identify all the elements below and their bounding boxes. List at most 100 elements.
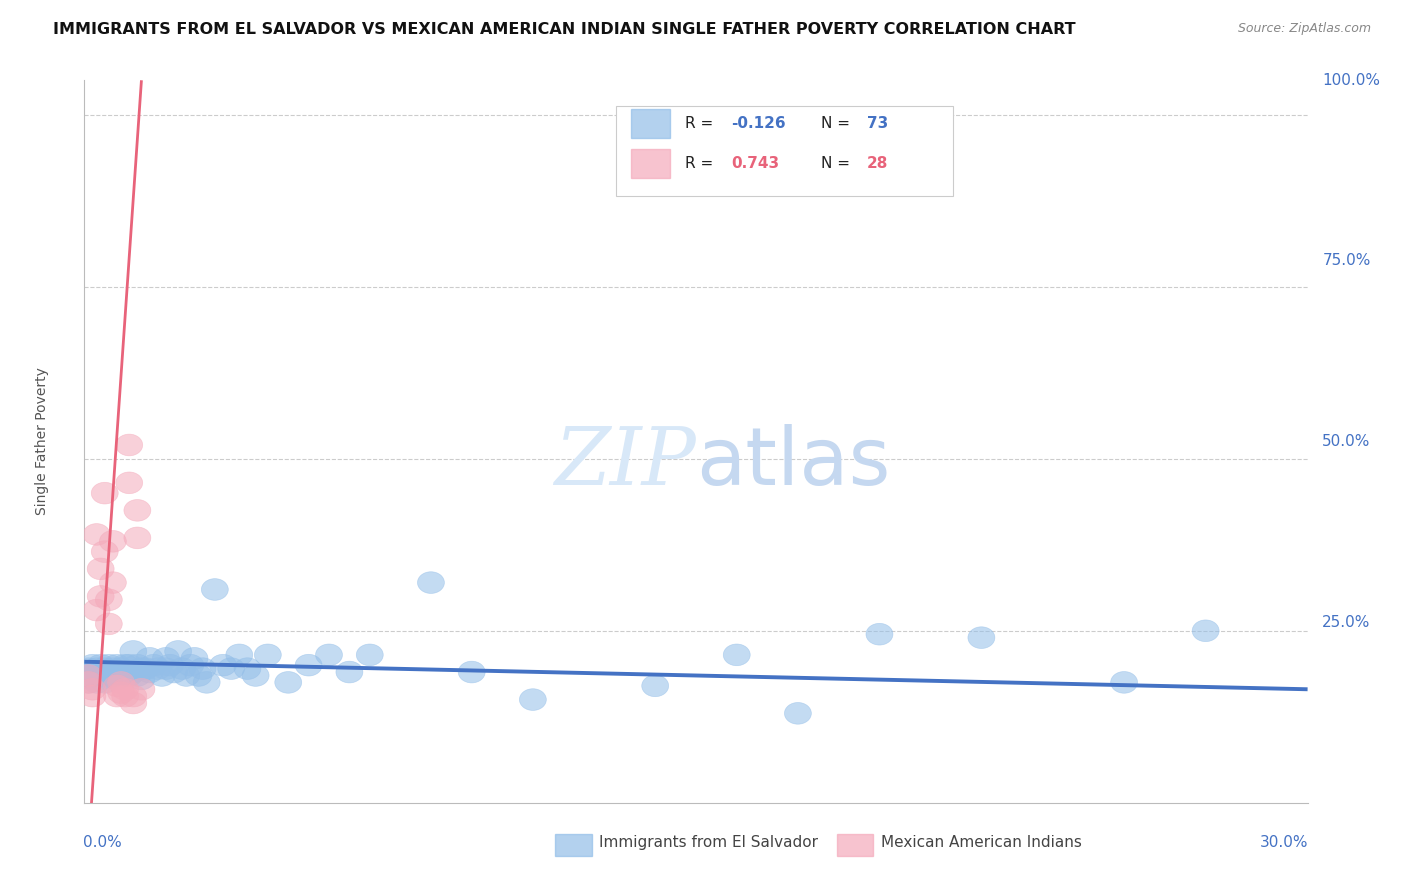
Ellipse shape [87,558,114,580]
Ellipse shape [145,657,172,680]
Ellipse shape [866,624,893,645]
Ellipse shape [100,572,127,593]
Text: Source: ZipAtlas.com: Source: ZipAtlas.com [1237,22,1371,36]
Ellipse shape [124,500,150,521]
Ellipse shape [193,672,221,693]
Ellipse shape [120,692,146,714]
Ellipse shape [132,657,159,680]
Bar [631,109,671,138]
Ellipse shape [108,672,135,693]
Ellipse shape [1192,620,1219,641]
Ellipse shape [152,657,180,680]
Ellipse shape [165,640,191,662]
Ellipse shape [356,644,384,665]
Ellipse shape [79,661,105,683]
Ellipse shape [75,665,101,686]
Ellipse shape [115,655,142,676]
Ellipse shape [79,668,105,690]
Ellipse shape [96,655,122,676]
Ellipse shape [111,679,139,700]
Ellipse shape [201,579,228,600]
Ellipse shape [96,613,122,635]
Ellipse shape [91,665,118,686]
Text: 30.0%: 30.0% [1260,835,1309,850]
Ellipse shape [104,685,131,707]
Text: IMMIGRANTS FROM EL SALVADOR VS MEXICAN AMERICAN INDIAN SINGLE FATHER POVERTY COR: IMMIGRANTS FROM EL SALVADOR VS MEXICAN A… [53,22,1076,37]
Text: -0.126: -0.126 [731,116,786,131]
Ellipse shape [83,599,110,621]
Ellipse shape [91,657,118,680]
Ellipse shape [104,668,131,690]
Ellipse shape [124,527,150,549]
Ellipse shape [108,681,135,704]
Ellipse shape [186,665,212,686]
Bar [555,834,592,855]
Text: R =: R = [685,156,718,171]
Text: 75.0%: 75.0% [1322,253,1371,268]
Ellipse shape [111,661,139,683]
Ellipse shape [91,672,118,693]
Ellipse shape [190,657,217,680]
Ellipse shape [111,655,139,676]
Text: 50.0%: 50.0% [1322,434,1371,449]
Ellipse shape [100,665,127,686]
Ellipse shape [295,655,322,676]
Ellipse shape [254,644,281,665]
Text: 28: 28 [868,156,889,171]
Ellipse shape [209,655,236,676]
Text: 0.743: 0.743 [731,156,779,171]
Ellipse shape [115,472,142,493]
Ellipse shape [87,585,114,607]
Text: N =: N = [821,116,855,131]
Text: 100.0%: 100.0% [1322,73,1381,87]
Ellipse shape [173,665,200,686]
Ellipse shape [458,661,485,683]
Ellipse shape [75,672,101,693]
Ellipse shape [120,661,146,683]
Ellipse shape [128,657,155,680]
Ellipse shape [641,675,669,697]
Ellipse shape [96,661,122,683]
Ellipse shape [115,434,142,456]
Ellipse shape [83,524,110,545]
Ellipse shape [120,640,146,662]
Ellipse shape [100,531,127,552]
Ellipse shape [124,655,150,676]
Text: Single Father Poverty: Single Father Poverty [35,368,49,516]
Text: N =: N = [821,156,855,171]
Ellipse shape [242,665,269,686]
Ellipse shape [233,657,262,680]
Text: 0.0%: 0.0% [83,835,122,850]
Text: R =: R = [685,116,718,131]
Ellipse shape [75,665,101,686]
Ellipse shape [967,627,995,648]
Ellipse shape [115,665,142,686]
Bar [837,834,873,855]
Ellipse shape [160,661,187,683]
Ellipse shape [124,665,150,686]
Ellipse shape [83,657,110,680]
Ellipse shape [141,655,167,676]
Ellipse shape [152,648,180,669]
Ellipse shape [120,685,146,707]
Ellipse shape [136,648,163,669]
Ellipse shape [785,703,811,724]
Text: 73: 73 [868,116,889,131]
Ellipse shape [519,689,547,710]
Ellipse shape [128,668,155,690]
Ellipse shape [79,679,105,700]
Ellipse shape [104,675,131,697]
Ellipse shape [218,657,245,680]
Ellipse shape [156,655,183,676]
Text: Immigrants from El Salvador: Immigrants from El Salvador [599,835,818,850]
Ellipse shape [136,661,163,683]
Ellipse shape [181,648,208,669]
Ellipse shape [128,679,155,700]
Text: atlas: atlas [696,425,890,502]
Ellipse shape [75,672,101,693]
Ellipse shape [100,657,127,680]
Ellipse shape [418,572,444,593]
Ellipse shape [149,665,176,686]
Ellipse shape [315,644,343,665]
Ellipse shape [108,657,135,680]
